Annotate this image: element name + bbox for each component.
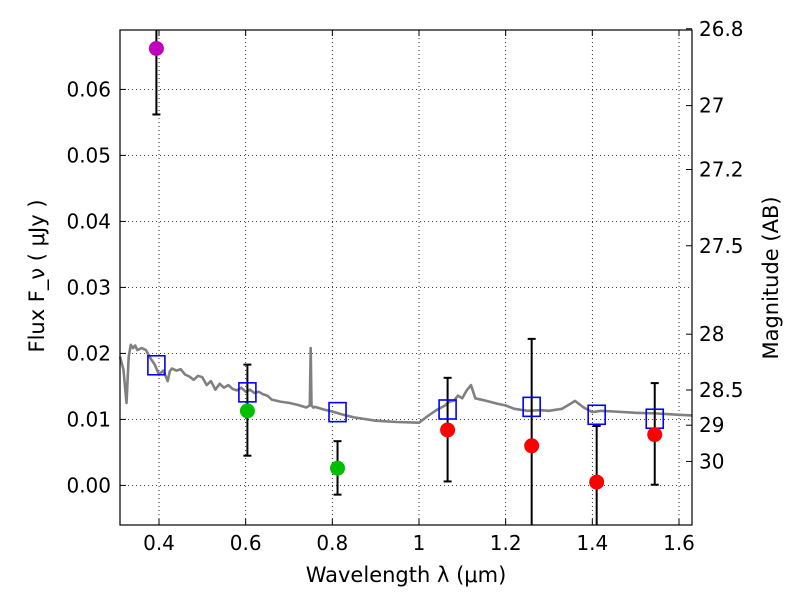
- x-tick-label: 1: [413, 531, 426, 555]
- observed-point: [330, 460, 346, 476]
- x-axis-label: Wavelength λ (μm): [306, 563, 507, 587]
- model-band-square: [328, 401, 347, 423]
- x-tick-label: 1.4: [576, 531, 608, 555]
- right-y-axis-label: Magnitude (AB): [759, 196, 783, 359]
- sed-curve: [118, 343, 693, 425]
- observed-fluxes: [148, 40, 663, 490]
- error-bars: [152, 30, 659, 525]
- magnitude-tick-label: 28.5: [699, 378, 744, 402]
- model-band-square: [522, 396, 541, 418]
- magnitude-tick-label: 30: [699, 449, 724, 473]
- observed-point: [647, 427, 663, 443]
- y-tick-label: 0.02: [66, 341, 111, 365]
- x-tick-label: 1.6: [663, 531, 695, 555]
- plot-frame: [119, 29, 693, 526]
- model-band-square: [587, 404, 606, 426]
- y-tick-label: 0.01: [66, 407, 111, 431]
- magnitude-tick-label: 27.2: [699, 157, 744, 181]
- x-tick-label: 0.6: [230, 531, 262, 555]
- model-band-square: [438, 399, 457, 420]
- magnitude-tick-label: 28: [699, 322, 724, 346]
- magnitude-tick-labels: 26.8 27 27.2 27.5 28 28.5 29 30: [699, 17, 744, 474]
- magnitude-tick-label: 29: [699, 413, 724, 437]
- magnitude-tick-label: 26.8: [699, 17, 744, 41]
- observed-point: [589, 474, 605, 490]
- model-band-square: [147, 354, 166, 376]
- y-axis-label: Flux F_ν ( μJy ): [25, 199, 50, 352]
- x-tick-label: 1.2: [490, 531, 522, 555]
- y-tick-label: 0.00: [66, 473, 111, 497]
- y-tick-label: 0.06: [66, 77, 111, 101]
- y-tick-labels: 0.00 0.01 0.02 0.03 0.04 0.05 0.06: [66, 77, 111, 497]
- y-tick-label: 0.03: [66, 275, 111, 299]
- observed-point: [440, 422, 456, 438]
- magnitude-tick-label: 27.5: [699, 234, 744, 258]
- x-tick-labels: 0.4 0.6 0.8 1 1.2 1.4 1.6: [143, 531, 695, 555]
- observed-point: [148, 40, 164, 56]
- grid-lines: [120, 30, 692, 525]
- y-tick-label: 0.05: [66, 143, 111, 167]
- y-tick-label: 0.04: [66, 209, 111, 233]
- x-tick-label: 0.8: [316, 531, 348, 555]
- magnitude-tick-label: 27: [699, 94, 724, 118]
- x-tick-label: 0.4: [143, 531, 175, 555]
- model-band-fluxes: [147, 354, 665, 430]
- observed-point: [524, 438, 540, 454]
- model-band-square: [238, 382, 257, 403]
- axis-ticks: [120, 28, 692, 525]
- sed-curve-layer: [118, 343, 693, 425]
- observed-point: [239, 403, 255, 419]
